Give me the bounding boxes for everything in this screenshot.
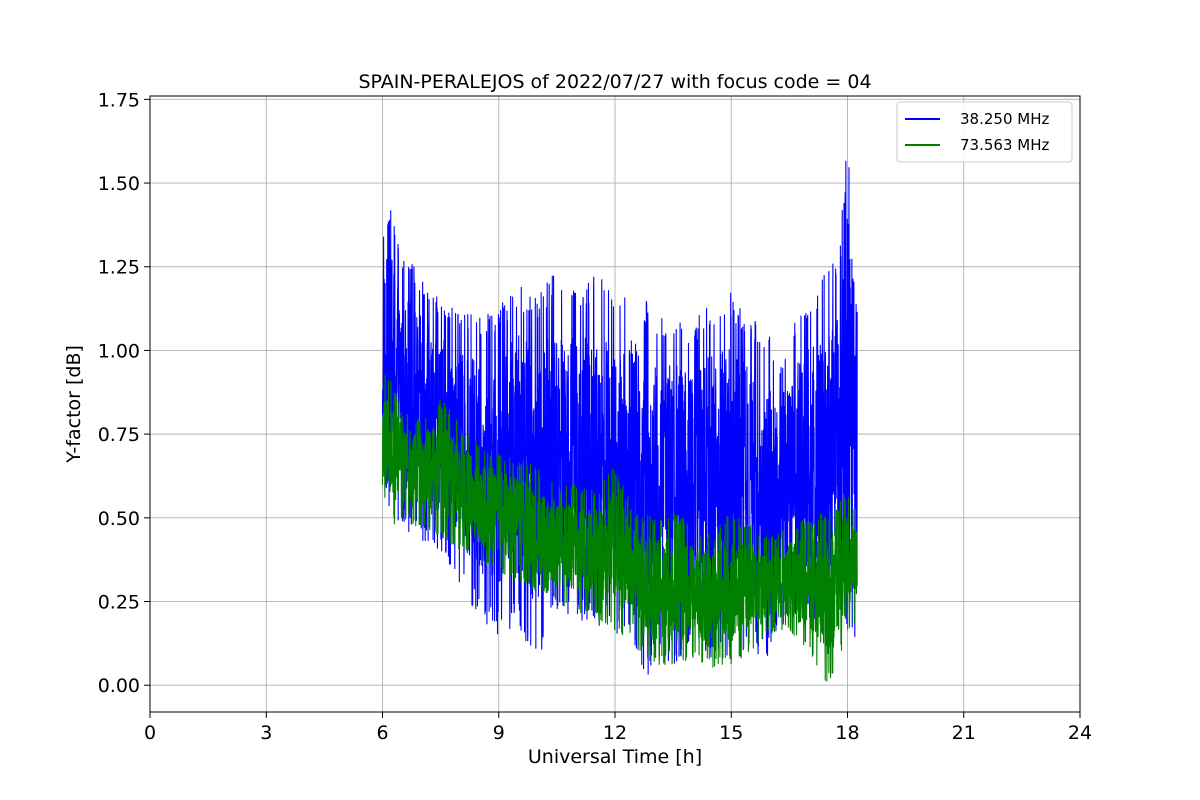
x-tick-label: 9: [493, 722, 505, 744]
x-tick-label: 21: [952, 722, 976, 744]
x-tick-label: 15: [719, 722, 743, 744]
x-tick-label: 6: [376, 722, 388, 744]
y-tick-label: 1.00: [98, 340, 140, 362]
x-tick-label: 3: [260, 722, 272, 744]
chart-title: SPAIN-PERALEJOS of 2022/07/27 with focus…: [358, 71, 871, 93]
y-tick-label: 1.75: [98, 89, 140, 111]
x-tick-label: 0: [144, 722, 156, 744]
legend-label-73mhz: 73.563 MHz: [960, 136, 1049, 154]
plot-series: [381, 160, 858, 682]
y-tick-label: 1.50: [98, 173, 140, 195]
y-tick-label: 0.75: [98, 424, 140, 446]
y-tick-label: 0.50: [98, 508, 140, 530]
y-axis-title: Y-factor [dB]: [63, 345, 85, 464]
legend-box: [896, 101, 1073, 163]
x-axis-title: Universal Time [h]: [528, 746, 702, 768]
legend: 38.250 MHz 73.563 MHz: [896, 101, 1073, 163]
legend-label-38mhz: 38.250 MHz: [960, 110, 1049, 128]
y-tick-label: 1.25: [98, 257, 140, 279]
axis-ticks: 0 3 6 9 12 15 18 21 24 0.00 0.25 0.50 0.75 1.00 1.25 1.…: [98, 89, 1092, 744]
x-tick-label: 12: [603, 722, 627, 744]
y-tick-label: 0.00: [98, 675, 140, 697]
x-tick-label: 24: [1068, 722, 1092, 744]
x-tick-label: 18: [835, 722, 859, 744]
y-tick-label: 0.25: [98, 592, 140, 614]
series-line-1: [381, 374, 858, 682]
